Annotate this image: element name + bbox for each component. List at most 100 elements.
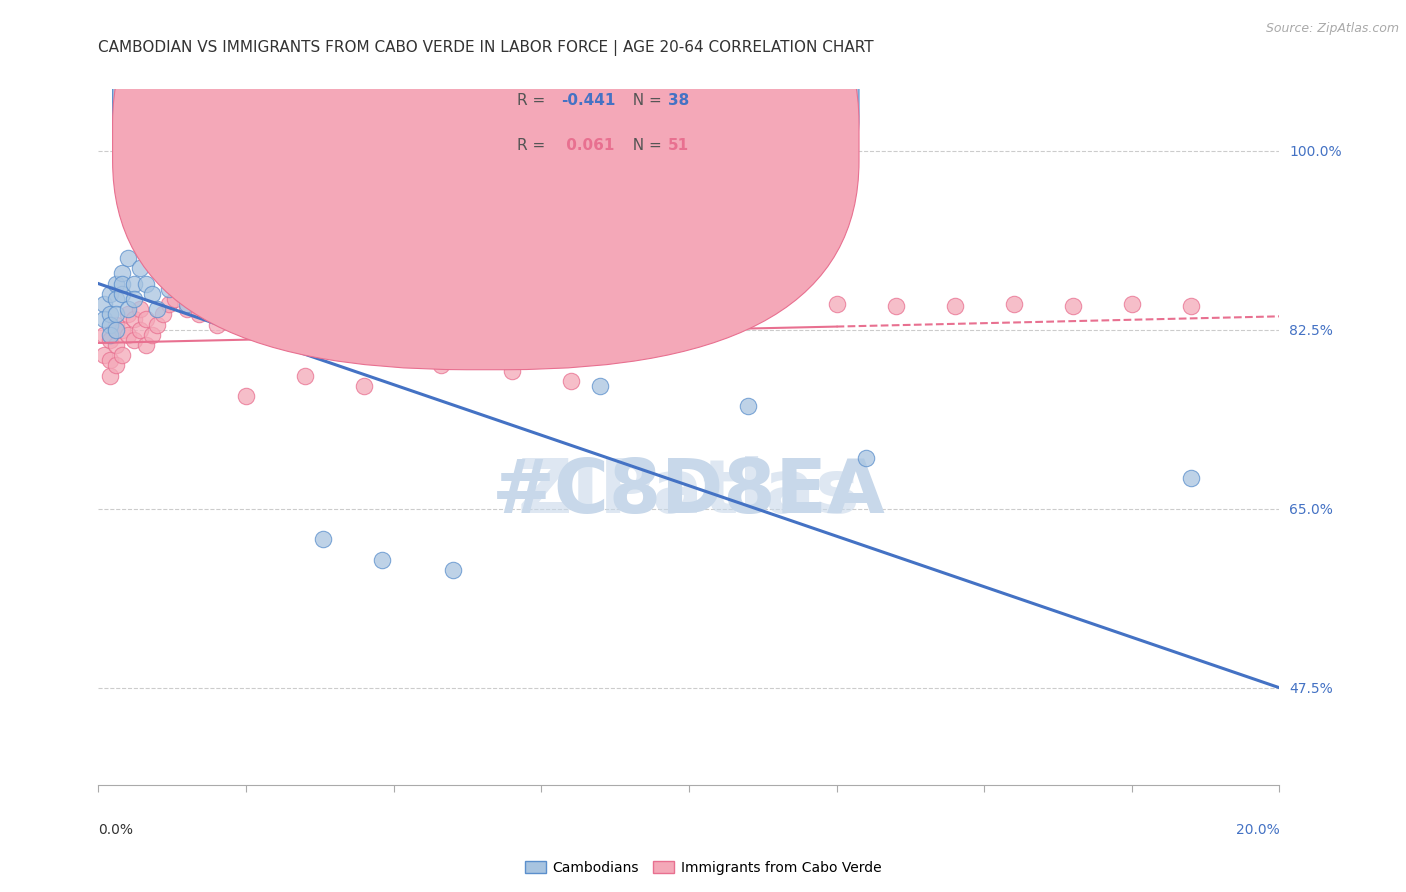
Point bbox=[707, 297, 730, 311]
Point bbox=[128, 261, 150, 276]
Point bbox=[1121, 297, 1143, 311]
Point bbox=[141, 327, 163, 342]
Point bbox=[141, 286, 163, 301]
Point bbox=[560, 374, 582, 388]
FancyBboxPatch shape bbox=[441, 69, 796, 179]
Point bbox=[93, 312, 115, 326]
Point bbox=[1180, 471, 1202, 485]
Point bbox=[93, 297, 115, 311]
Point bbox=[128, 302, 150, 317]
Point bbox=[122, 292, 145, 306]
Point bbox=[194, 277, 217, 291]
Point bbox=[98, 307, 121, 321]
Point bbox=[111, 266, 134, 280]
Point bbox=[117, 307, 139, 321]
Point bbox=[152, 307, 174, 321]
Point bbox=[165, 292, 187, 306]
Point bbox=[323, 292, 346, 306]
Point bbox=[111, 286, 134, 301]
Point bbox=[353, 379, 375, 393]
Text: 20.0%: 20.0% bbox=[1236, 823, 1279, 837]
Point bbox=[135, 338, 157, 352]
Point bbox=[117, 302, 139, 317]
Text: -0.441: -0.441 bbox=[561, 94, 616, 109]
Point bbox=[105, 323, 128, 337]
Point bbox=[589, 379, 612, 393]
Point bbox=[471, 292, 494, 306]
Point bbox=[176, 297, 198, 311]
Text: 51: 51 bbox=[668, 138, 689, 153]
Point bbox=[111, 323, 134, 337]
Text: 0.0%: 0.0% bbox=[98, 823, 134, 837]
Point bbox=[412, 307, 434, 321]
Point bbox=[105, 359, 128, 373]
Point bbox=[135, 312, 157, 326]
Point bbox=[530, 302, 553, 317]
Point bbox=[98, 368, 121, 383]
Point bbox=[825, 297, 848, 311]
Point bbox=[235, 389, 257, 403]
Point bbox=[122, 277, 145, 291]
Point bbox=[128, 226, 150, 240]
Point bbox=[111, 348, 134, 362]
Text: 38: 38 bbox=[668, 94, 689, 109]
Point bbox=[135, 277, 157, 291]
Text: 0.061: 0.061 bbox=[561, 138, 614, 153]
Point bbox=[187, 307, 209, 321]
Point bbox=[253, 292, 276, 306]
Point bbox=[501, 363, 523, 377]
Point bbox=[128, 323, 150, 337]
Point bbox=[648, 297, 671, 311]
Point bbox=[165, 271, 187, 285]
Point bbox=[312, 533, 335, 547]
FancyBboxPatch shape bbox=[112, 0, 859, 325]
Point bbox=[157, 282, 180, 296]
Point bbox=[176, 302, 198, 317]
Point bbox=[294, 368, 316, 383]
Point bbox=[93, 327, 115, 342]
Point bbox=[884, 299, 907, 313]
Point bbox=[371, 553, 394, 567]
Point bbox=[441, 563, 464, 577]
Point bbox=[98, 327, 121, 342]
Point bbox=[737, 400, 759, 414]
Point bbox=[371, 302, 394, 317]
Point bbox=[264, 215, 287, 229]
Point bbox=[766, 292, 789, 306]
Point bbox=[430, 359, 453, 373]
Legend: Cambodians, Immigrants from Cabo Verde: Cambodians, Immigrants from Cabo Verde bbox=[519, 855, 887, 880]
Point bbox=[98, 333, 121, 347]
Point bbox=[122, 312, 145, 326]
Point bbox=[146, 318, 169, 332]
Point bbox=[412, 327, 434, 342]
Point bbox=[105, 307, 128, 321]
Point bbox=[283, 307, 305, 321]
Point bbox=[105, 318, 128, 332]
Text: CAMBODIAN VS IMMIGRANTS FROM CABO VERDE IN LABOR FORCE | AGE 20-64 CORRELATION C: CAMBODIAN VS IMMIGRANTS FROM CABO VERDE … bbox=[98, 40, 875, 56]
Point bbox=[589, 292, 612, 306]
Point bbox=[98, 286, 121, 301]
Point bbox=[117, 251, 139, 265]
Point bbox=[146, 302, 169, 317]
Point bbox=[217, 302, 239, 317]
Text: #C8D8EA: #C8D8EA bbox=[492, 456, 886, 529]
Point bbox=[105, 338, 128, 352]
Point bbox=[111, 277, 134, 291]
Point bbox=[335, 307, 357, 321]
Point bbox=[205, 292, 228, 306]
Point bbox=[471, 348, 494, 362]
Point bbox=[157, 297, 180, 311]
Point bbox=[122, 333, 145, 347]
FancyBboxPatch shape bbox=[112, 0, 859, 369]
Point bbox=[1062, 299, 1084, 313]
Point bbox=[98, 318, 121, 332]
Point bbox=[1002, 297, 1025, 311]
Text: Source: ZipAtlas.com: Source: ZipAtlas.com bbox=[1265, 22, 1399, 36]
Text: ZIPatlas: ZIPatlas bbox=[517, 456, 860, 529]
Text: N =: N = bbox=[623, 138, 666, 153]
Point bbox=[117, 327, 139, 342]
Point bbox=[205, 318, 228, 332]
Point bbox=[943, 299, 966, 313]
Text: N =: N = bbox=[623, 94, 666, 109]
Point bbox=[93, 348, 115, 362]
